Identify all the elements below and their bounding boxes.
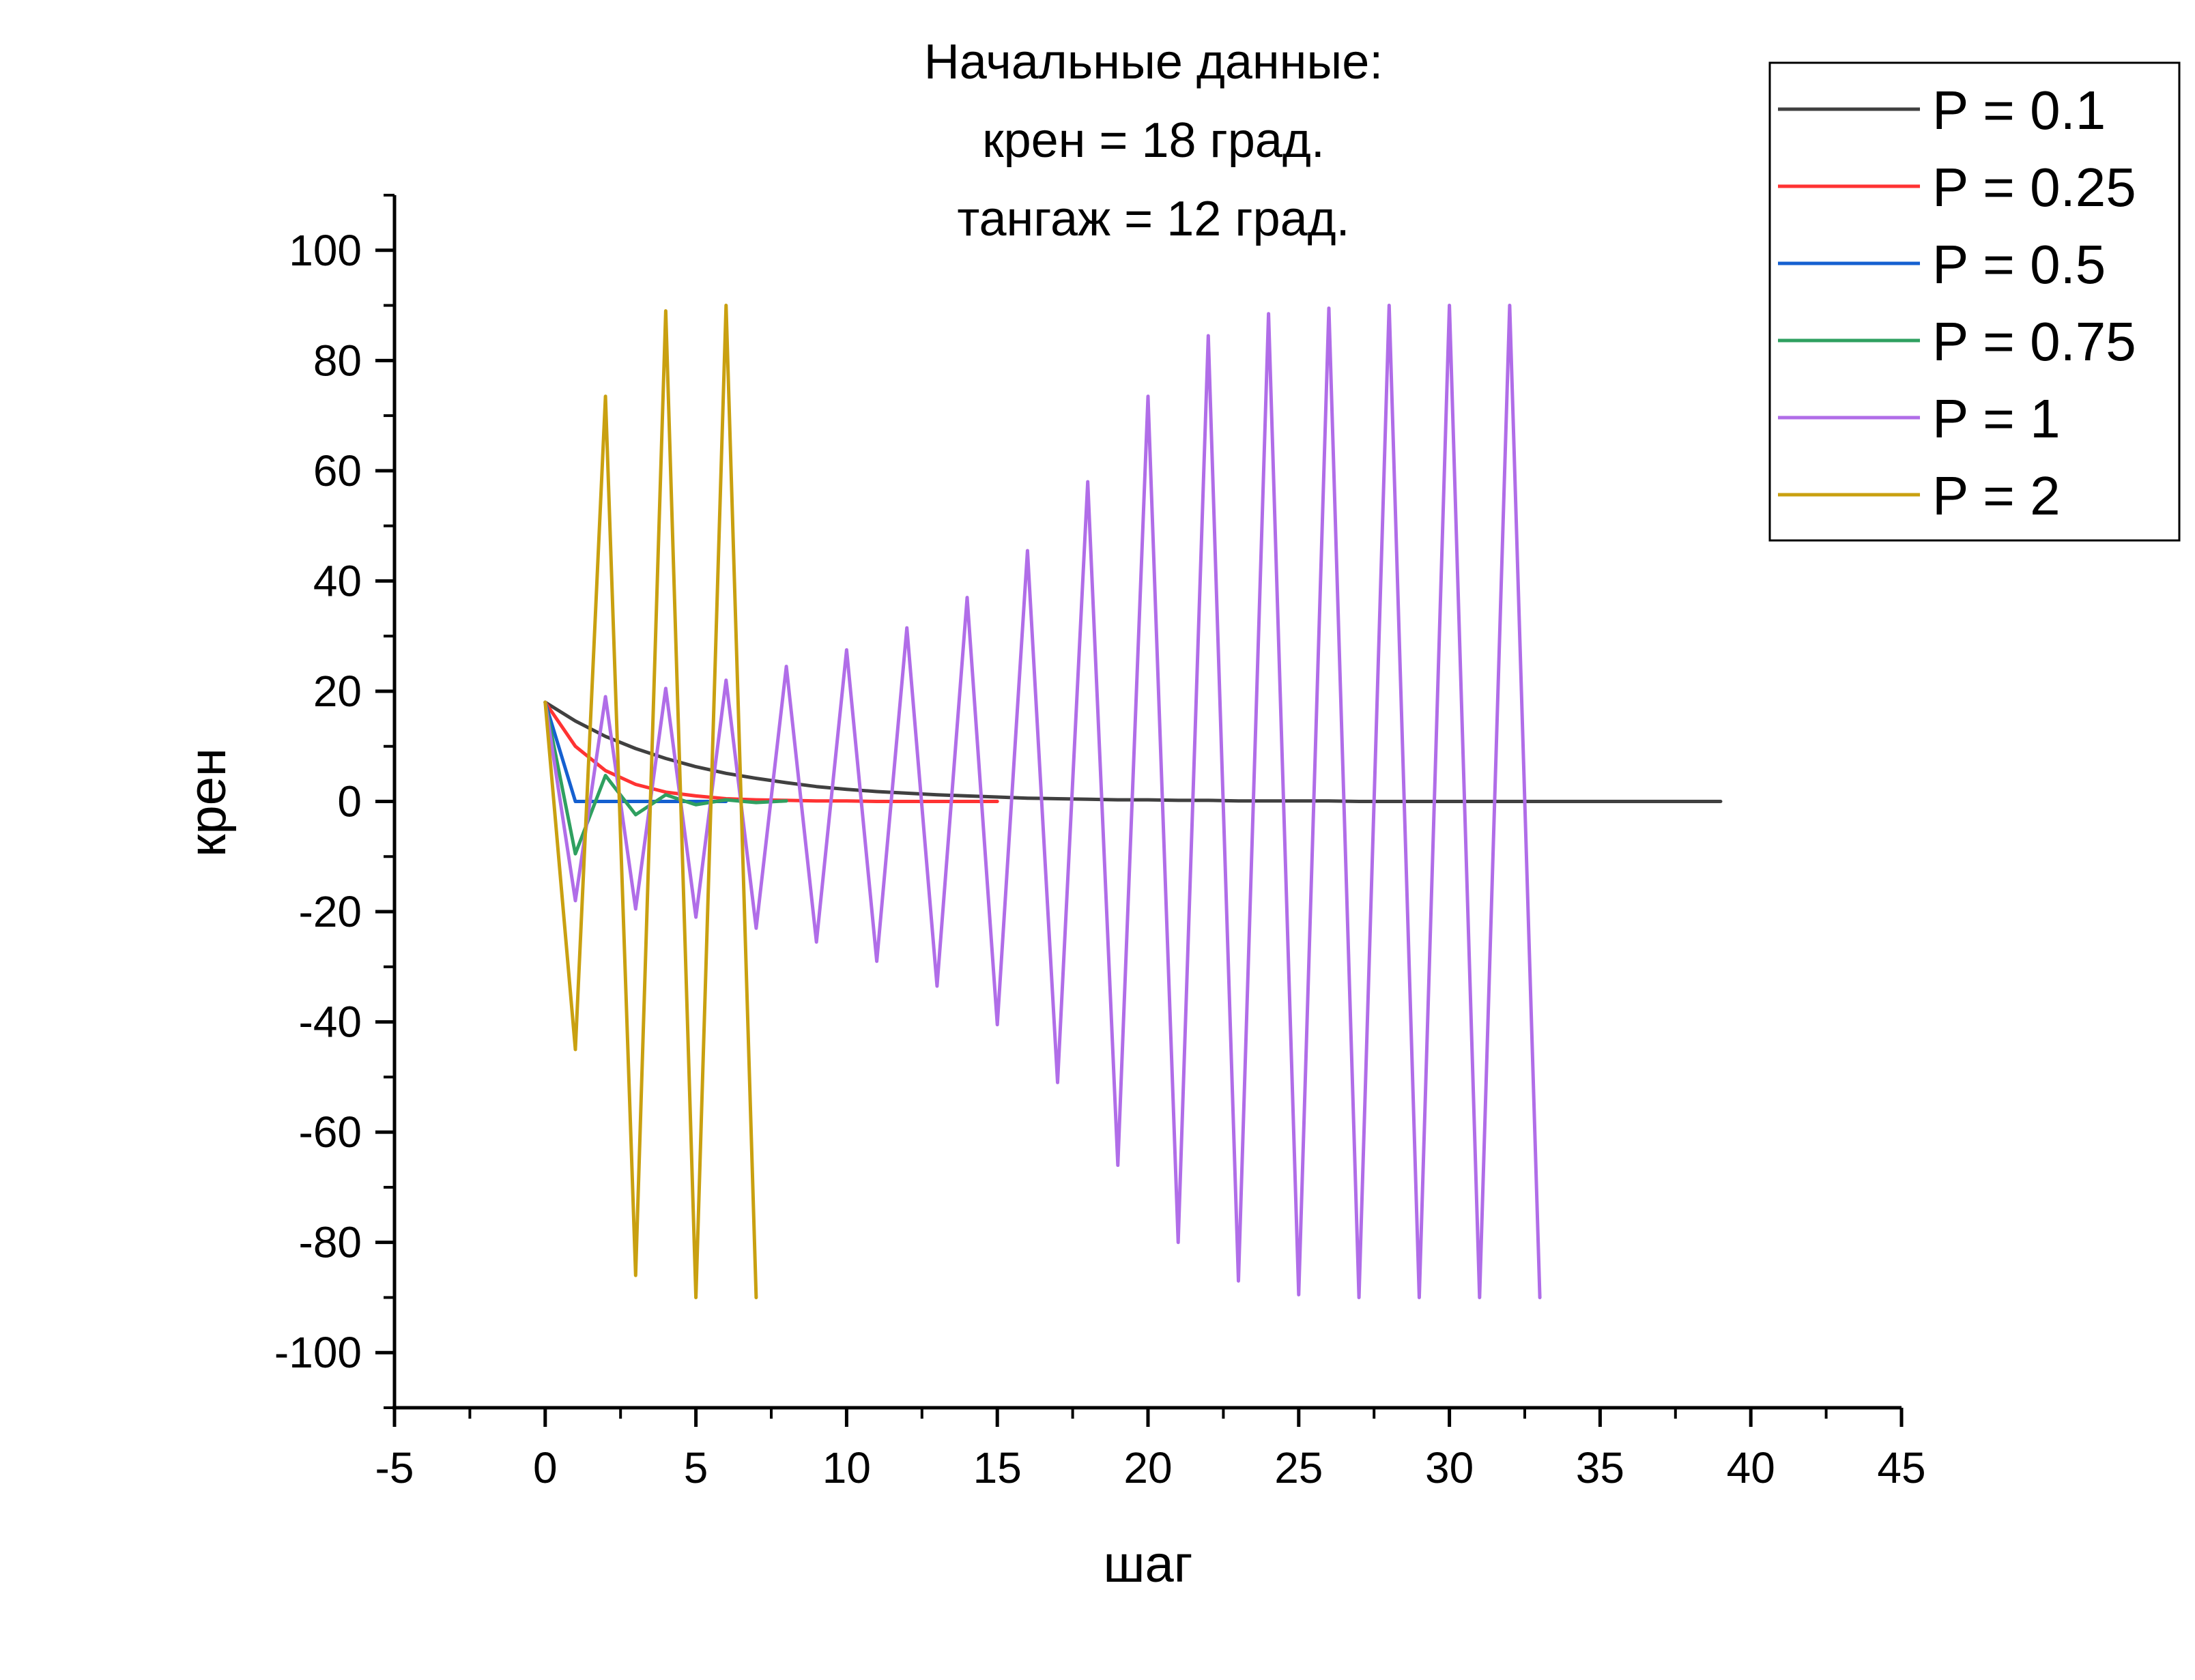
y-tick-label: 80 [313, 336, 362, 385]
chart-title-line-2: крен = 18 град. [982, 113, 1325, 168]
legend-label: P = 0.75 [1932, 311, 2136, 372]
y-tick-label: 100 [289, 226, 362, 275]
legend: P = 0.1 P = 0.25 P = 0.5 P = 0.75 P = 1 P = 2 [1768, 61, 2181, 542]
x-tick-label: 45 [1877, 1443, 1925, 1492]
legend-label: P = 1 [1932, 388, 2061, 449]
x-tick-label: 15 [973, 1443, 1022, 1492]
x-tick-label: 10 [822, 1443, 871, 1492]
series-line-3 [543, 700, 728, 803]
legend-label: P = 0.25 [1932, 157, 2136, 218]
plot-area [543, 304, 1723, 1299]
series-line-6 [543, 304, 758, 1299]
x-tick-label: 30 [1425, 1443, 1474, 1492]
y-tick-label: -80 [299, 1218, 362, 1267]
x-tick-label: 20 [1123, 1443, 1172, 1492]
legend-label: P = 0.1 [1932, 80, 2106, 141]
y-tick-label: 60 [313, 446, 362, 495]
y-tick-label: -60 [299, 1107, 362, 1157]
y-tick-label: 40 [313, 556, 362, 605]
y-tick-label: 20 [313, 667, 362, 716]
x-tick-label: 40 [1727, 1443, 1775, 1492]
x-tick-label: 35 [1576, 1443, 1624, 1492]
legend-label: P = 2 [1932, 465, 2061, 526]
x-axis-title: шаг [1104, 1535, 1193, 1593]
legend-label: P = 0.5 [1932, 234, 2106, 295]
x-tick-label: 0 [533, 1443, 558, 1492]
y-ticks: -100 -80 -60 -40 -20 0 20 40 60 80 100 [274, 194, 394, 1409]
x-tick-label: -5 [375, 1443, 414, 1492]
x-tick-label: 5 [684, 1443, 708, 1492]
y-tick-label: -40 [299, 998, 362, 1047]
chart-title-line-3: тангаж = 12 град. [957, 192, 1349, 246]
x-ticks: -5 0 5 10 15 20 25 30 35 40 45 [375, 1408, 1926, 1492]
y-tick-label: -20 [299, 887, 362, 936]
chart-title: Начальные данные: крен = 18 град. тангаж… [924, 35, 1383, 246]
y-tick-label: 0 [337, 777, 362, 826]
x-tick-label: 25 [1274, 1443, 1323, 1492]
y-axis-title: крен [179, 748, 237, 857]
legend-box [1768, 61, 2181, 542]
y-tick-label: -100 [274, 1328, 362, 1377]
chart-title-line-1: Начальные данные: [924, 35, 1383, 89]
